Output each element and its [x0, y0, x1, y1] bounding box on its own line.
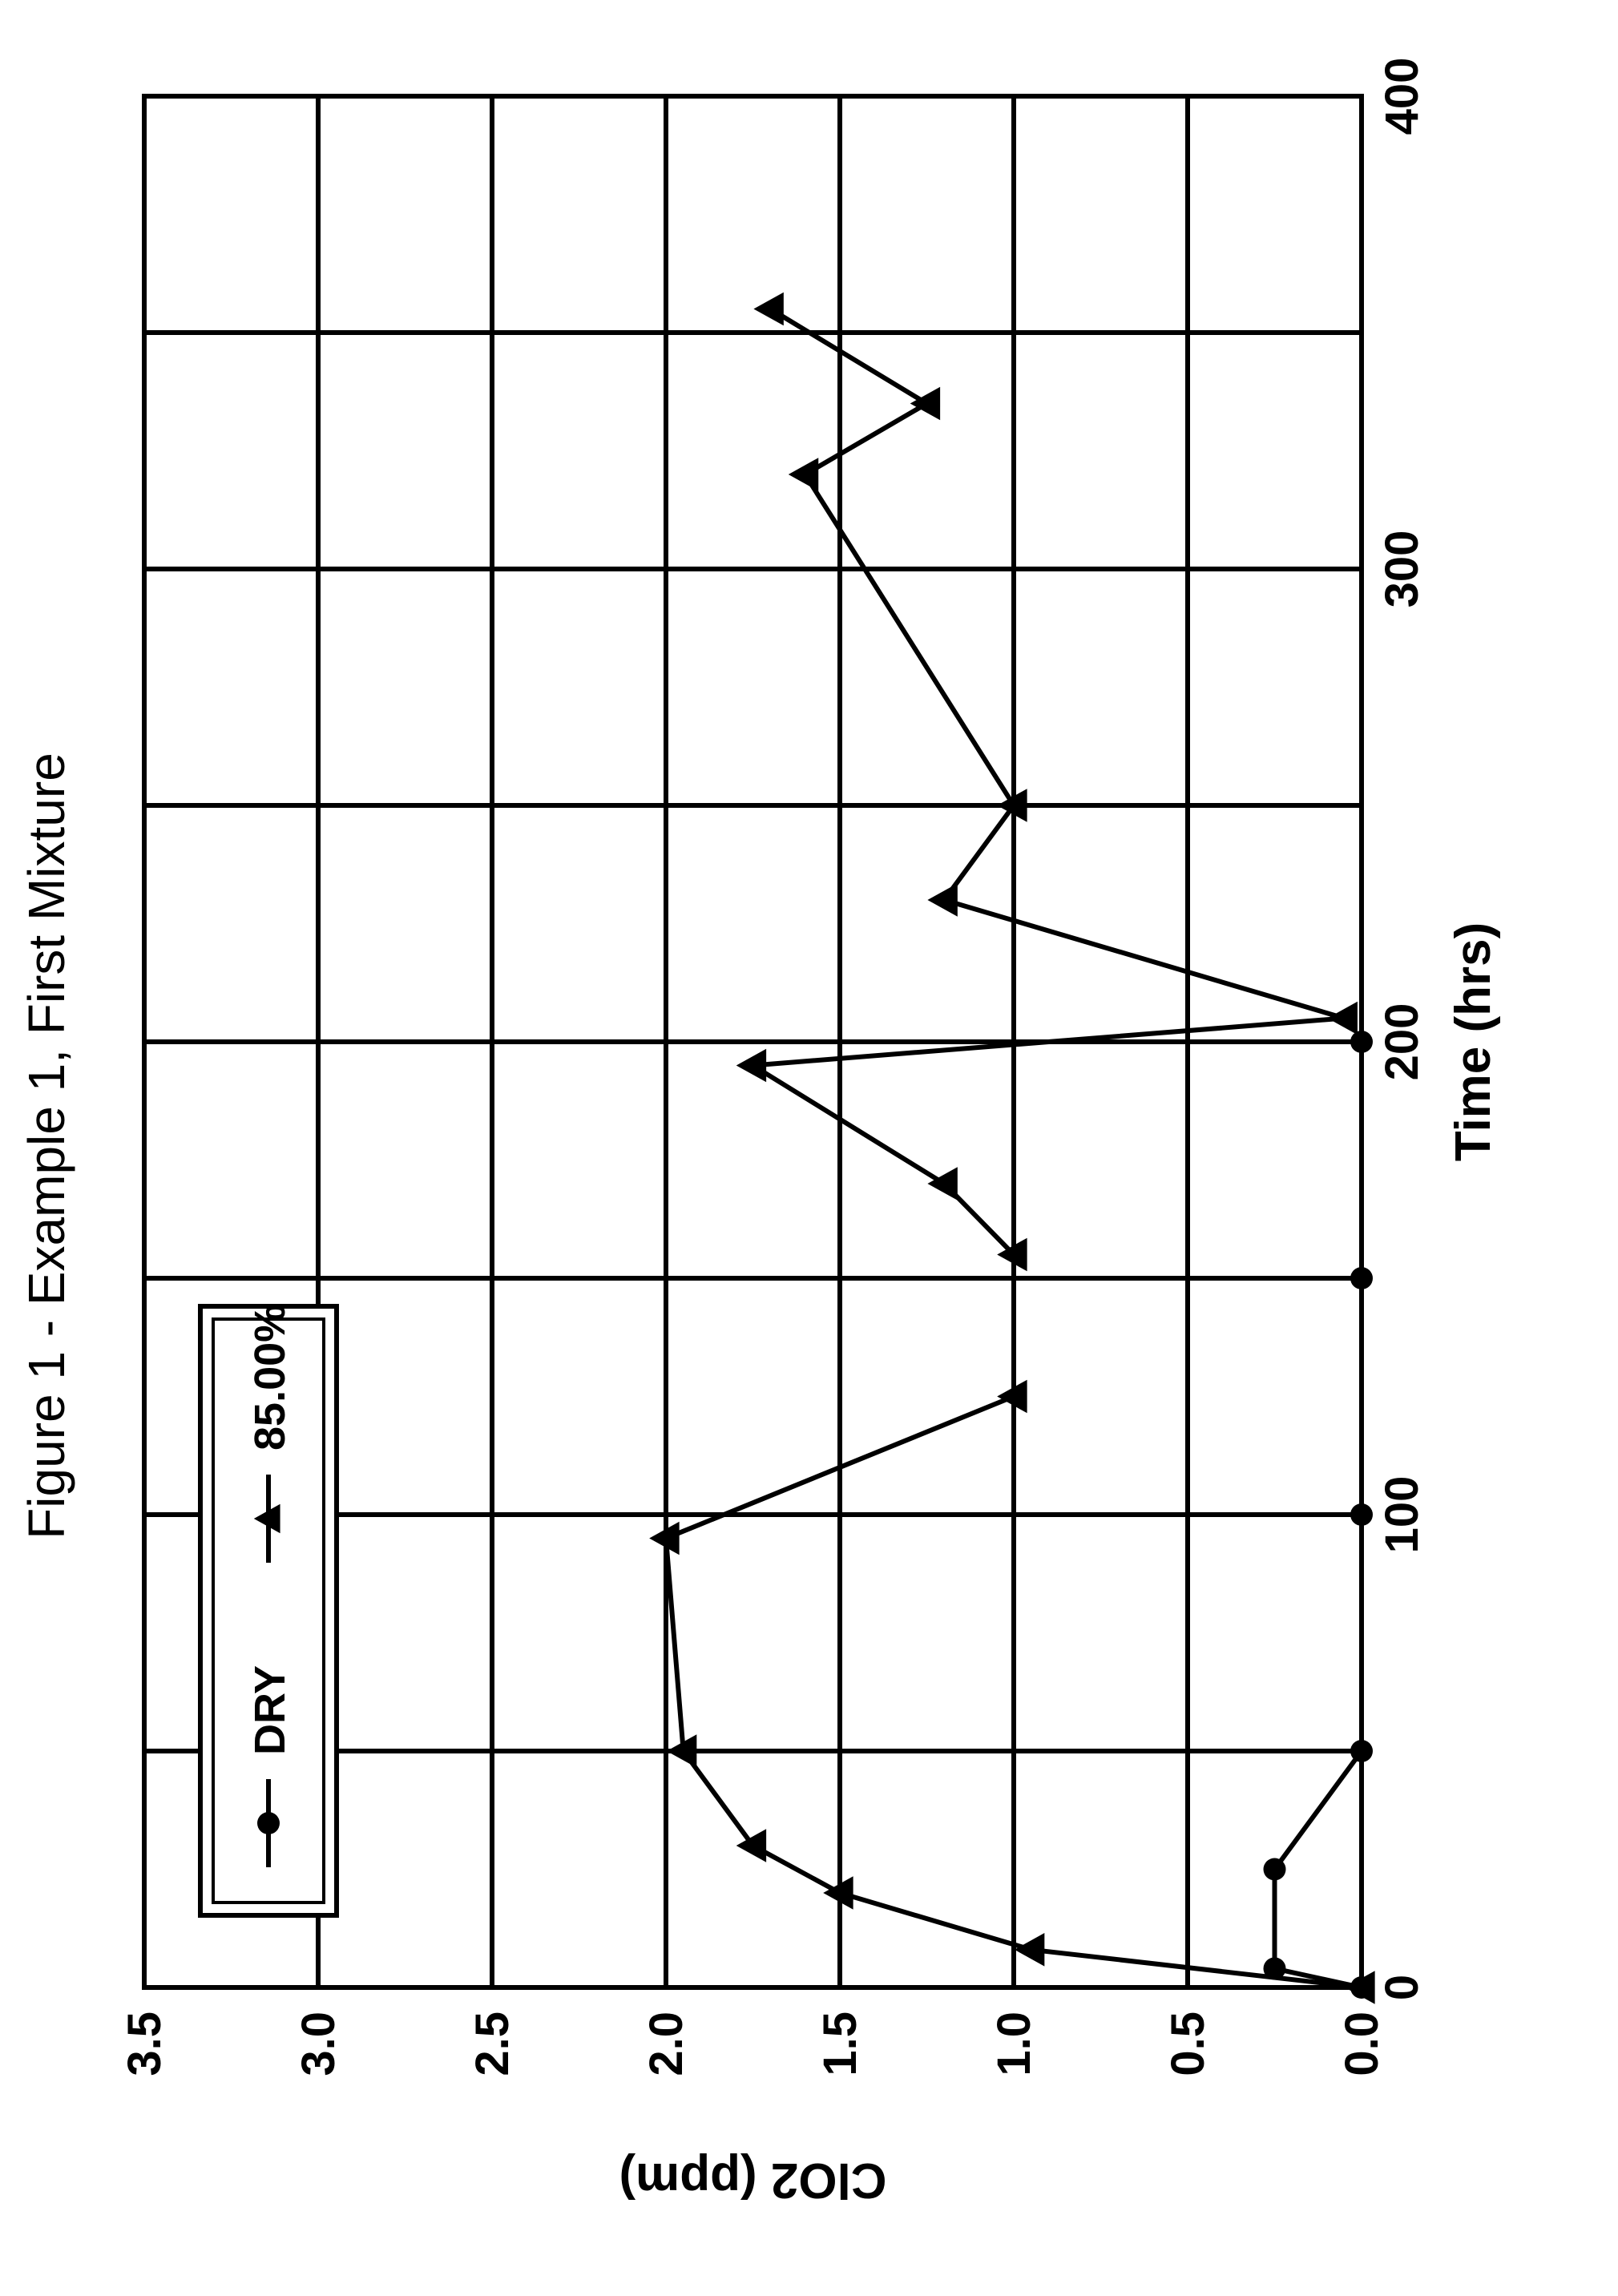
y-axis-label: ClO2 (ppm)	[619, 2153, 886, 2208]
series-marker	[1350, 1031, 1373, 1053]
x-tick-label: 200	[1376, 1003, 1428, 1081]
y-tick-label: 2.5	[466, 2012, 518, 2076]
chart-group-rotated: Figure 1 - Example 1, First Mixture 0.0 0.…	[0, 0, 1618, 2292]
series-marker	[1350, 1503, 1373, 1526]
y-tick-label: 3.5	[119, 2012, 171, 2076]
x-axis-label: Time (hrs)	[1446, 922, 1501, 1162]
chart-svg: Figure 1 - Example 1, First Mixture 0.0 0.…	[0, 0, 1618, 2292]
x-tick-label: 100	[1376, 1476, 1428, 1554]
x-tick-label: 400	[1376, 58, 1428, 135]
y-tick-label: 3.0	[293, 2012, 345, 2076]
legend-sample-marker	[257, 1812, 280, 1834]
series-marker	[1264, 1858, 1286, 1881]
y-tick-label: 1.5	[814, 2012, 866, 2076]
y-tick-label: 2.0	[640, 2012, 692, 2076]
series-marker	[1350, 1267, 1373, 1289]
legend-item-label: DRY	[246, 1665, 294, 1755]
chart-background	[0, 0, 1618, 2292]
y-tick-label: 0.0	[1336, 2012, 1388, 2076]
y-tick-label: 0.5	[1162, 2012, 1214, 2076]
y-tick-label: 1.0	[988, 2012, 1040, 2076]
x-tick-label: 0	[1376, 1975, 1428, 2000]
series-marker	[1350, 1740, 1373, 1762]
legend-item-label: 85.00%	[246, 1304, 294, 1451]
chart-title: Figure 1 - Example 1, First Mixture	[18, 753, 75, 1539]
page-root: Figure 1 - Example 1, First Mixture 0.0 0.…	[0, 0, 1618, 2292]
x-tick-label: 300	[1376, 531, 1428, 608]
